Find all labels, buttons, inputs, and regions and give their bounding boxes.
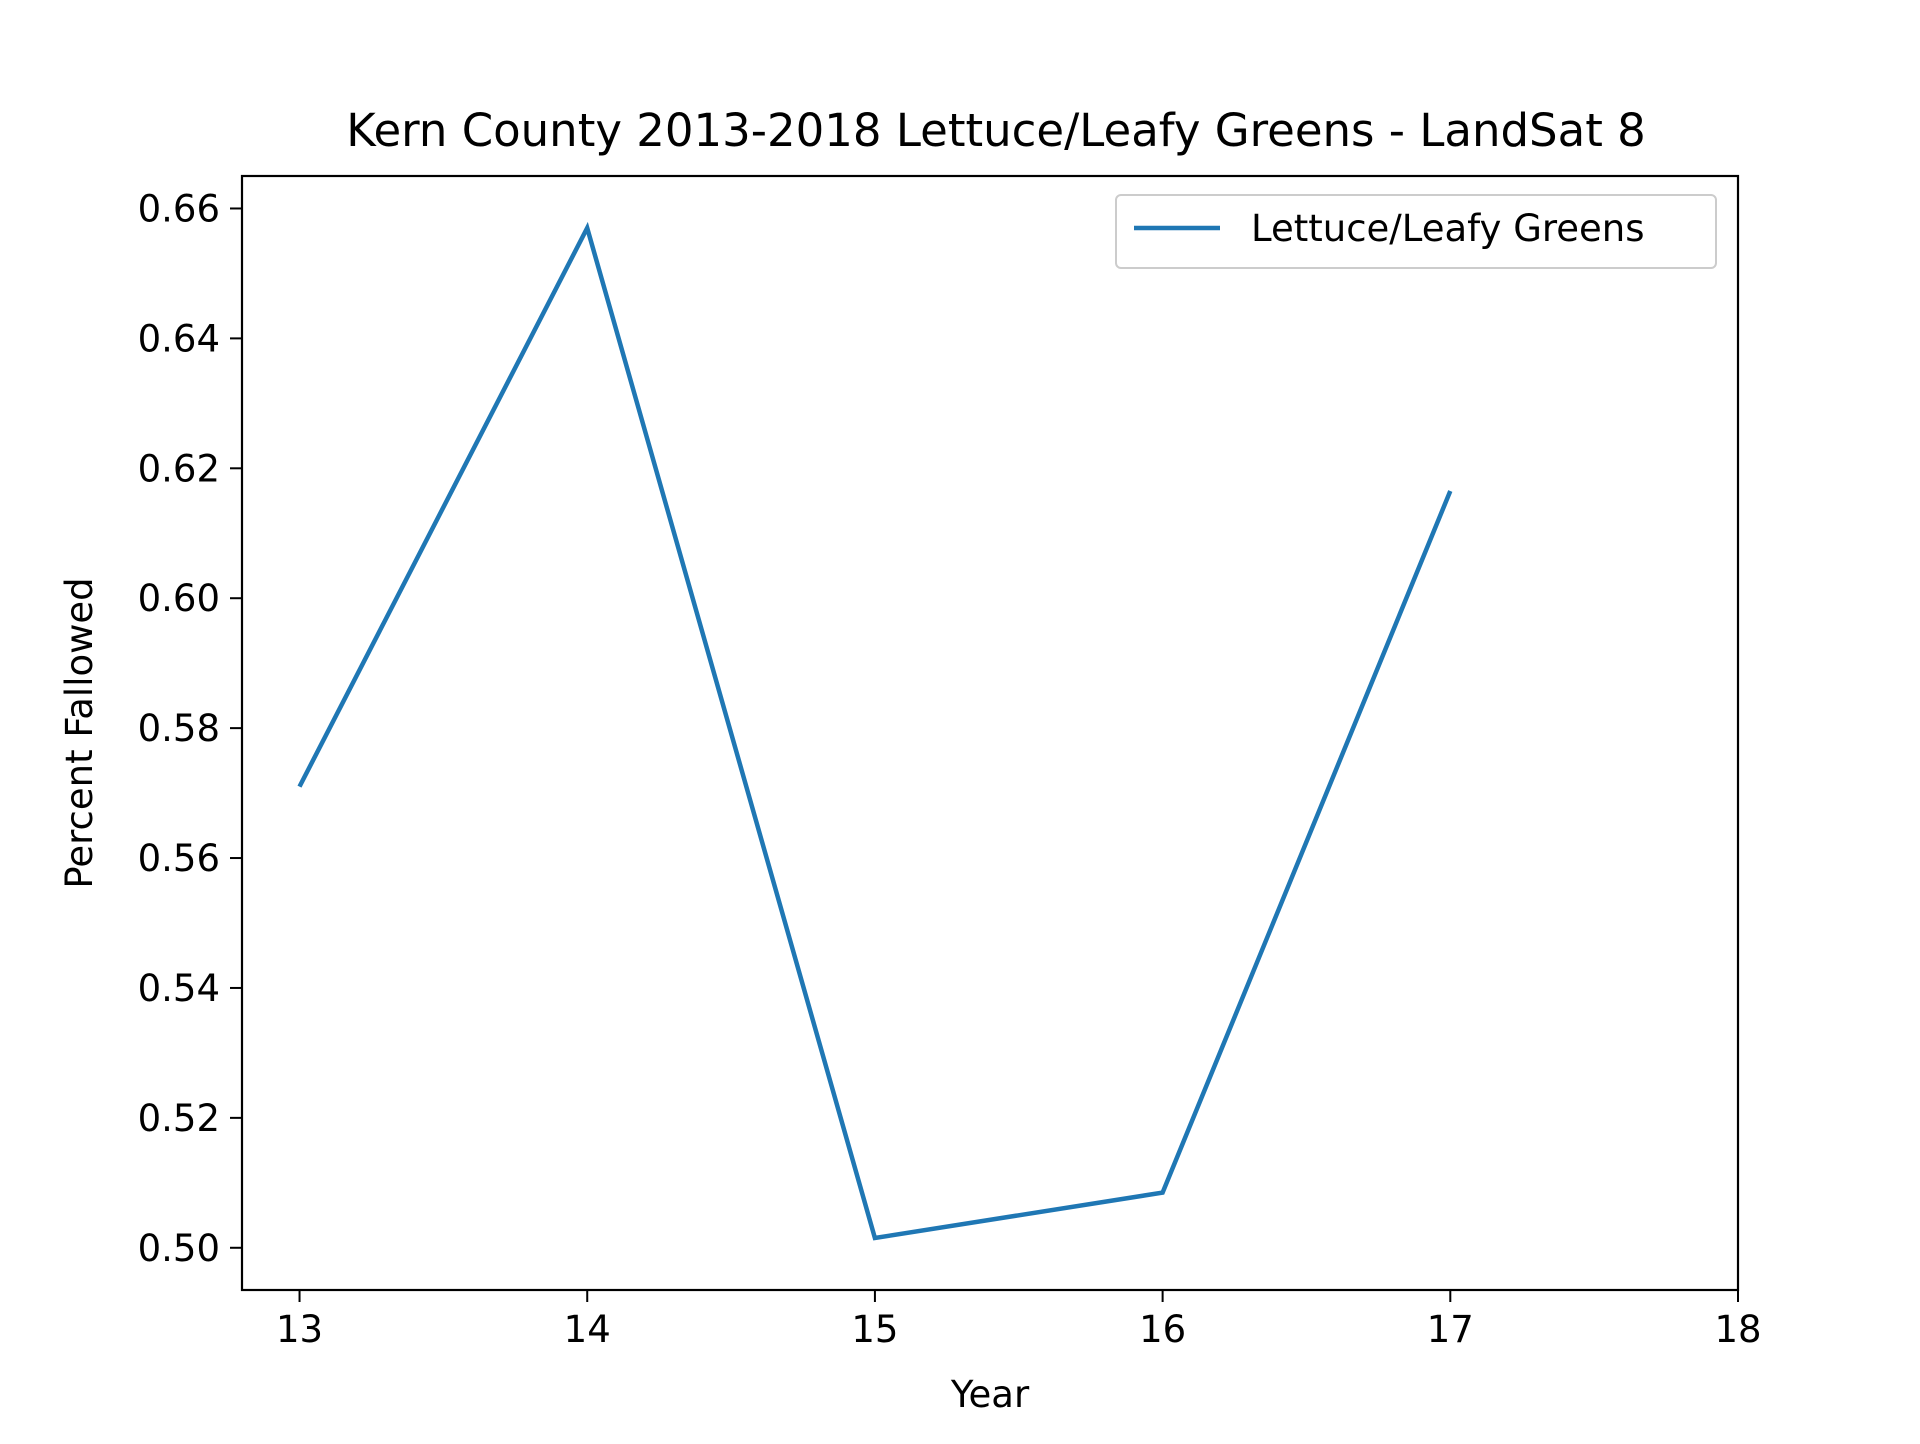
y-tick-label: 0.62 [138, 447, 220, 490]
y-tick-label: 0.58 [138, 707, 220, 750]
x-tick-label: 14 [564, 1308, 611, 1351]
x-axis-label: Year [950, 1373, 1030, 1416]
y-tick-label: 0.64 [138, 317, 220, 360]
y-tick-label: 0.66 [138, 187, 220, 230]
x-tick-label: 18 [1714, 1308, 1761, 1351]
chart-title: Kern County 2013-2018 Lettuce/Leafy Gree… [346, 104, 1646, 157]
y-tick-label: 0.52 [138, 1097, 220, 1140]
x-tick-label: 17 [1427, 1308, 1474, 1351]
x-tick-label: 13 [276, 1308, 323, 1351]
y-axis-label: Percent Fallowed [58, 577, 101, 888]
y-tick-label: 0.60 [138, 577, 220, 620]
y-tick-label: 0.54 [138, 967, 220, 1010]
legend-label-lettuce-leafy-greens: Lettuce/Leafy Greens [1251, 207, 1645, 250]
x-tick-label: 15 [851, 1308, 898, 1351]
legend: Lettuce/Leafy Greens [1116, 195, 1716, 268]
y-tick-label: 0.50 [138, 1227, 220, 1270]
y-tick-label: 0.56 [138, 837, 220, 880]
x-tick-label: 16 [1139, 1308, 1186, 1351]
